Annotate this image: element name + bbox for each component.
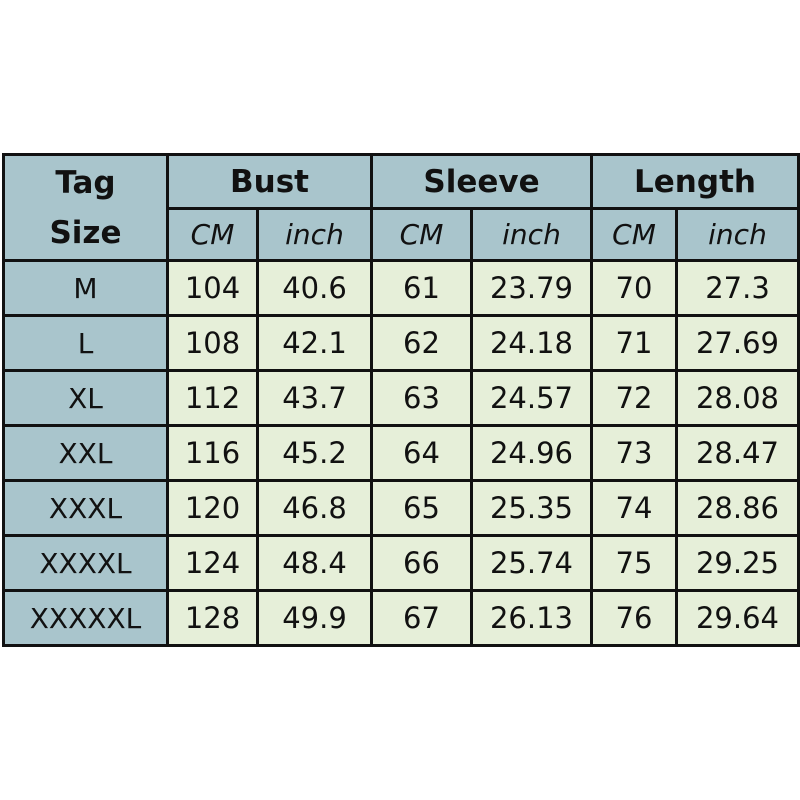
table-row: M 104 40.6 61 23.79 70 27.3 [2,259,800,317]
value-cell: 71 [590,314,678,372]
unit-header: inch [470,207,593,262]
table-row: L 108 42.1 62 24.18 71 27.69 [2,314,800,372]
value-cell: 25.74 [470,534,593,592]
value-cell: 28.47 [675,424,800,482]
value-cell: 64 [370,424,473,482]
unit-header: inch [675,207,800,262]
unit-header: inch [256,207,373,262]
unit-header: CM [590,207,678,262]
tag-size-cell: L [2,314,169,372]
value-cell: 27.69 [675,314,800,372]
value-cell: 27.3 [675,259,800,317]
value-cell: 46.8 [256,479,373,537]
value-cell: 65 [370,479,473,537]
value-cell: 116 [166,424,259,482]
value-cell: 61 [370,259,473,317]
value-cell: 29.25 [675,534,800,592]
value-cell: 75 [590,534,678,592]
value-cell: 73 [590,424,678,482]
value-cell: 40.6 [256,259,373,317]
tag-size-cell: XL [2,369,169,427]
value-cell: 24.18 [470,314,593,372]
table-row: XXXXXL 128 49.9 67 26.13 76 29.64 [2,589,800,647]
unit-header: CM [166,207,259,262]
tag-size-cell: XXXXXL [2,589,169,647]
table-row: XL 112 43.7 63 24.57 72 28.08 [2,369,800,427]
value-cell: 28.86 [675,479,800,537]
value-cell: 43.7 [256,369,373,427]
value-cell: 112 [166,369,259,427]
value-cell: 128 [166,589,259,647]
value-cell: 63 [370,369,473,427]
value-cell: 70 [590,259,678,317]
value-cell: 72 [590,369,678,427]
sleeve-header: Sleeve [370,153,593,210]
value-cell: 24.96 [470,424,593,482]
tag-size-header: Tag Size [2,153,169,262]
value-cell: 48.4 [256,534,373,592]
tag-label: Tag [55,164,116,201]
value-cell: 26.13 [470,589,593,647]
value-cell: 42.1 [256,314,373,372]
value-cell: 124 [166,534,259,592]
value-cell: 23.79 [470,259,593,317]
value-cell: 29.64 [675,589,800,647]
value-cell: 49.9 [256,589,373,647]
value-cell: 74 [590,479,678,537]
tag-size-cell: XXXL [2,479,169,537]
size-label: Size [49,214,122,251]
table-row: XXXL 120 46.8 65 25.35 74 28.86 [2,479,800,537]
value-cell: 45.2 [256,424,373,482]
table-row: XXXXL 124 48.4 66 25.74 75 29.25 [2,534,800,592]
size-chart-table: Tag Size Bust Sleeve Length CM inch CM in… [2,153,800,647]
bust-header: Bust [166,153,373,210]
length-header: Length [590,153,800,210]
tag-size-cell: XXL [2,424,169,482]
tag-size-cell: M [2,259,169,317]
value-cell: 104 [166,259,259,317]
value-cell: 25.35 [470,479,593,537]
table-row: XXL 116 45.2 64 24.96 73 28.47 [2,424,800,482]
value-cell: 66 [370,534,473,592]
value-cell: 120 [166,479,259,537]
value-cell: 62 [370,314,473,372]
value-cell: 67 [370,589,473,647]
unit-header: CM [370,207,473,262]
value-cell: 108 [166,314,259,372]
value-cell: 24.57 [470,369,593,427]
value-cell: 28.08 [675,369,800,427]
tag-size-cell: XXXXL [2,534,169,592]
value-cell: 76 [590,589,678,647]
